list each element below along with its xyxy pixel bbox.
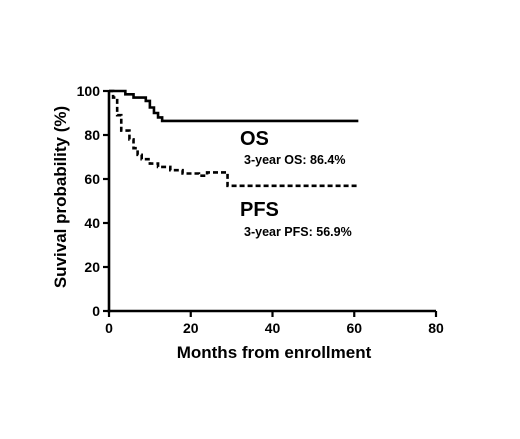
series-name-pfs: PFS bbox=[240, 199, 279, 221]
y-axis-title: Suvival probability (%) bbox=[51, 106, 70, 288]
series-line-os bbox=[109, 89, 359, 123]
y-tick-label: 60 bbox=[84, 171, 100, 187]
x-axis-title: Months from enrollment bbox=[177, 343, 372, 362]
x-tick-label: 80 bbox=[428, 320, 444, 336]
x-tick-label: 20 bbox=[183, 320, 199, 336]
series-annotation-pfs: 3-year PFS: 56.9% bbox=[244, 225, 352, 239]
y-tick-label: 80 bbox=[84, 127, 100, 143]
y-tick-label: 0 bbox=[92, 303, 100, 319]
y-tick-label: 100 bbox=[77, 83, 101, 99]
axes: 0 20 40 60 80 100 0 20 40 60 80 bbox=[77, 83, 444, 336]
series-lines bbox=[109, 89, 359, 188]
y-tick-label: 20 bbox=[84, 259, 100, 275]
x-tick-label: 40 bbox=[265, 320, 281, 336]
series-name-os: OS bbox=[240, 128, 269, 150]
y-tick-label: 40 bbox=[84, 215, 100, 231]
series-labels: OS 3-year OS: 86.4% PFS 3-year PFS: 56.9% bbox=[240, 128, 352, 239]
x-tick-label: 60 bbox=[346, 320, 362, 336]
series-line-pfs bbox=[109, 89, 359, 188]
x-tick-label: 0 bbox=[105, 320, 113, 336]
series-annotation-os: 3-year OS: 86.4% bbox=[244, 153, 345, 167]
